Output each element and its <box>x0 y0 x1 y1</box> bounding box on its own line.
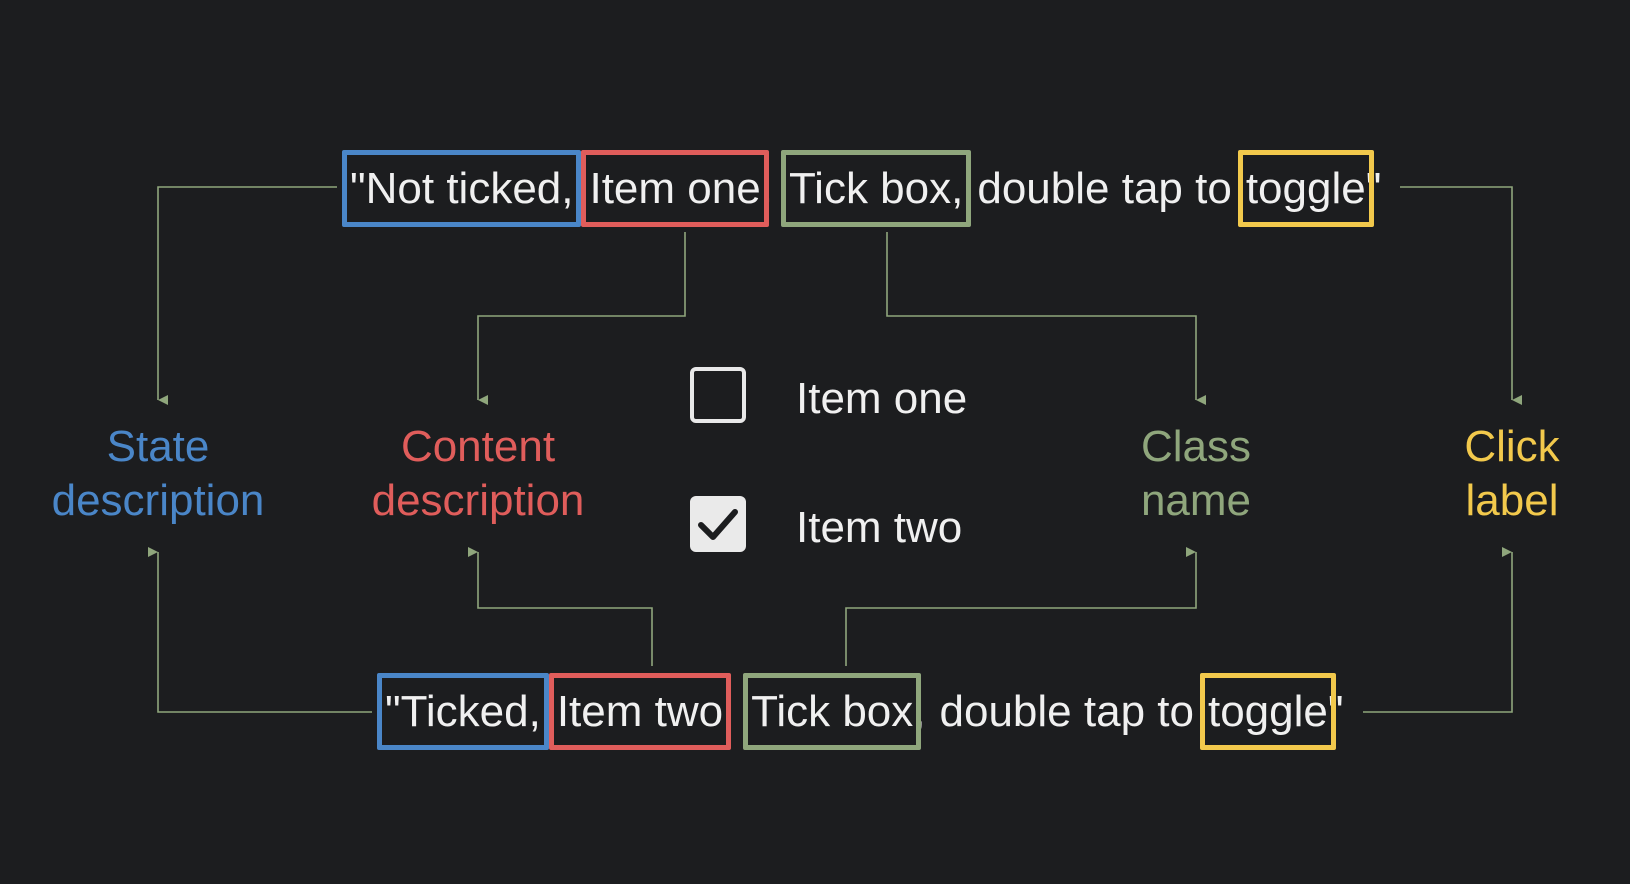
checkbox-item-one-label: Item one <box>796 374 968 423</box>
click-label-label: Click label <box>1464 422 1560 525</box>
connector-top-state <box>157 186 337 405</box>
connector-bottom-class <box>845 547 1197 666</box>
connector-top-class <box>886 232 1206 405</box>
connector-bottom-state <box>148 547 372 713</box>
class-name-label: Class name <box>1140 422 1252 525</box>
connector-top-click <box>1400 186 1522 405</box>
top-class-segment: Tick box, <box>788 164 964 213</box>
top-content-segment: Item one <box>589 164 761 213</box>
bottom-announcement: "Ticked, Item two Tick box, double tap to to… <box>385 685 1343 739</box>
connector-bottom-content <box>468 547 653 666</box>
checkbox-checked-icon[interactable] <box>690 496 746 552</box>
bottom-state-segment: "Ticked, <box>385 687 541 736</box>
checkbox-empty-icon[interactable] <box>690 367 746 423</box>
top-click-segment: toggle <box>1245 164 1366 213</box>
bottom-middle-text: double tap to <box>939 687 1194 736</box>
bottom-content-segment: Item two <box>556 687 724 736</box>
connector-bottom-click <box>1363 547 1513 713</box>
connector-top-content <box>477 232 686 405</box>
top-middle-text: double tap to <box>977 164 1232 213</box>
state-description-label: State description <box>51 422 265 525</box>
content-description-label: Content description <box>371 422 585 525</box>
bottom-click-segment: toggle <box>1207 687 1328 736</box>
top-state-segment: "Not ticked, <box>350 164 574 213</box>
checkbox-item-two-label: Item two <box>796 503 963 552</box>
top-announcement: "Not ticked, Item one, Tick box, double tap… <box>350 162 1381 216</box>
bottom-class-segment: Tick box <box>751 687 914 736</box>
checkmark-icon <box>698 509 738 540</box>
